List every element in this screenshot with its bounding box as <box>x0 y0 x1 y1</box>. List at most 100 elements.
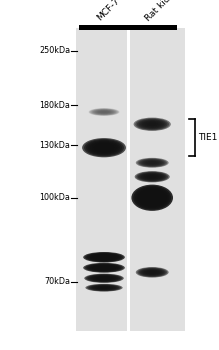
Ellipse shape <box>84 274 124 283</box>
Ellipse shape <box>134 118 171 131</box>
Ellipse shape <box>133 186 171 210</box>
Ellipse shape <box>93 265 115 271</box>
Ellipse shape <box>97 276 111 280</box>
Ellipse shape <box>95 286 113 289</box>
Ellipse shape <box>98 256 110 259</box>
Ellipse shape <box>140 173 165 181</box>
Ellipse shape <box>143 160 161 166</box>
Ellipse shape <box>144 174 160 179</box>
Ellipse shape <box>94 143 114 152</box>
Ellipse shape <box>90 275 118 281</box>
Ellipse shape <box>94 266 114 270</box>
Ellipse shape <box>146 194 158 202</box>
Ellipse shape <box>85 284 123 292</box>
Text: TIE1: TIE1 <box>198 133 217 142</box>
Ellipse shape <box>135 187 169 209</box>
Ellipse shape <box>92 142 116 153</box>
Ellipse shape <box>96 266 112 270</box>
Ellipse shape <box>92 109 117 115</box>
Ellipse shape <box>148 161 157 164</box>
Ellipse shape <box>141 173 163 180</box>
Ellipse shape <box>82 138 126 158</box>
Ellipse shape <box>142 269 163 276</box>
Ellipse shape <box>145 161 160 165</box>
Ellipse shape <box>99 287 109 289</box>
Ellipse shape <box>147 122 157 126</box>
Ellipse shape <box>94 255 114 260</box>
Ellipse shape <box>95 110 113 114</box>
Ellipse shape <box>136 172 168 182</box>
Text: MCF-7: MCF-7 <box>95 0 122 23</box>
Ellipse shape <box>91 265 117 271</box>
Ellipse shape <box>137 267 167 277</box>
Ellipse shape <box>148 195 156 200</box>
Bar <box>127 28 130 331</box>
Ellipse shape <box>85 263 123 272</box>
Ellipse shape <box>93 109 115 115</box>
Text: 70kDa: 70kDa <box>44 277 70 286</box>
Text: Rat kidney: Rat kidney <box>144 0 184 23</box>
Ellipse shape <box>143 174 162 180</box>
Ellipse shape <box>142 160 163 166</box>
Ellipse shape <box>146 175 159 179</box>
Ellipse shape <box>139 268 166 277</box>
Ellipse shape <box>90 108 118 116</box>
Ellipse shape <box>91 275 117 281</box>
Ellipse shape <box>90 141 118 154</box>
Ellipse shape <box>97 110 111 114</box>
Ellipse shape <box>146 270 158 274</box>
Ellipse shape <box>83 252 125 262</box>
Ellipse shape <box>96 144 112 151</box>
Ellipse shape <box>99 277 110 280</box>
Ellipse shape <box>89 264 119 271</box>
Ellipse shape <box>145 193 160 203</box>
Ellipse shape <box>135 118 169 130</box>
Ellipse shape <box>137 119 168 130</box>
Ellipse shape <box>137 158 167 167</box>
Ellipse shape <box>136 267 169 278</box>
Ellipse shape <box>143 270 161 275</box>
Ellipse shape <box>94 110 114 114</box>
Ellipse shape <box>138 172 167 181</box>
Ellipse shape <box>144 121 161 127</box>
Ellipse shape <box>84 139 124 156</box>
Ellipse shape <box>89 253 119 261</box>
Ellipse shape <box>98 266 110 269</box>
Ellipse shape <box>140 120 164 128</box>
Ellipse shape <box>142 121 162 128</box>
Ellipse shape <box>148 271 157 274</box>
Ellipse shape <box>139 159 166 167</box>
Text: 180kDa: 180kDa <box>39 100 70 110</box>
Ellipse shape <box>95 276 113 280</box>
Text: 100kDa: 100kDa <box>39 193 70 202</box>
Ellipse shape <box>96 255 112 259</box>
Ellipse shape <box>139 119 166 129</box>
Bar <box>76 28 185 331</box>
Bar <box>127 25 177 30</box>
Ellipse shape <box>141 190 164 205</box>
Ellipse shape <box>87 284 121 291</box>
Ellipse shape <box>147 175 157 178</box>
Ellipse shape <box>94 286 114 290</box>
Ellipse shape <box>140 159 164 166</box>
Ellipse shape <box>145 270 160 275</box>
Ellipse shape <box>136 158 169 168</box>
Ellipse shape <box>86 140 122 156</box>
Ellipse shape <box>88 141 120 155</box>
Ellipse shape <box>143 192 162 204</box>
Text: 130kDa: 130kDa <box>39 141 70 150</box>
Ellipse shape <box>88 274 120 282</box>
Ellipse shape <box>93 254 115 260</box>
Ellipse shape <box>83 263 125 273</box>
Ellipse shape <box>97 286 111 289</box>
Ellipse shape <box>139 189 166 206</box>
Text: 250kDa: 250kDa <box>39 46 70 55</box>
Ellipse shape <box>85 252 123 262</box>
Ellipse shape <box>92 285 116 290</box>
Ellipse shape <box>146 161 158 164</box>
Ellipse shape <box>87 253 121 261</box>
Ellipse shape <box>131 185 173 211</box>
Ellipse shape <box>137 188 167 207</box>
Ellipse shape <box>135 171 170 182</box>
Ellipse shape <box>86 274 122 282</box>
